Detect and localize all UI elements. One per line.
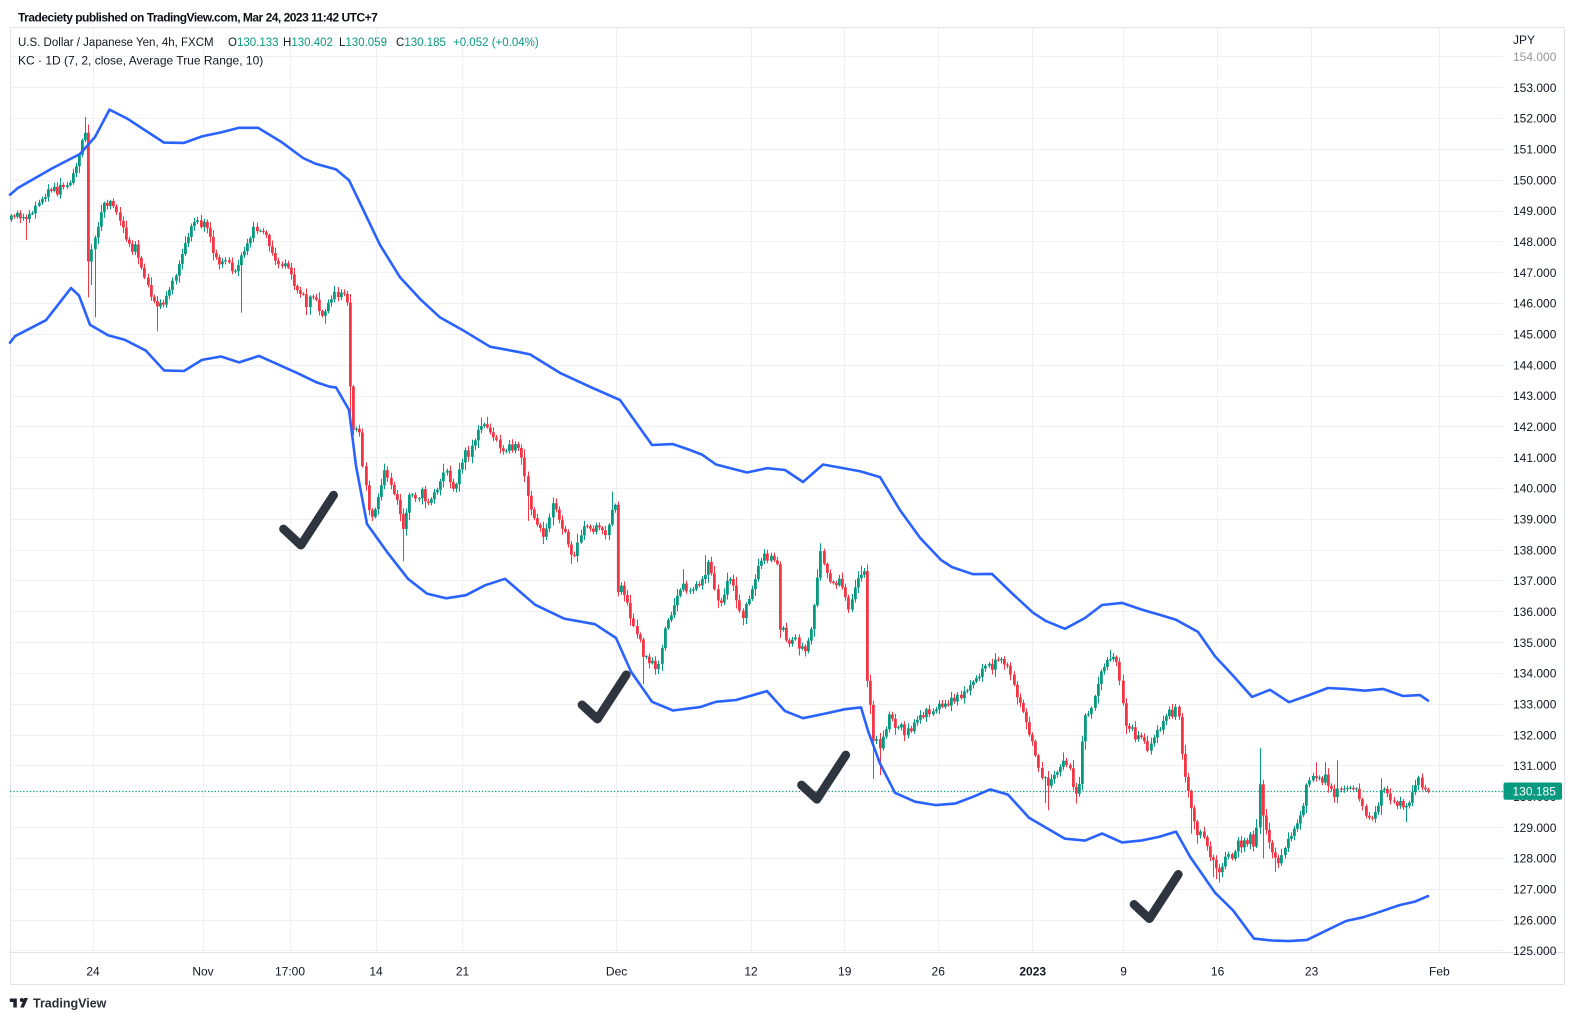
svg-text:152.000: 152.000	[1513, 112, 1557, 126]
svg-text:TradingView: TradingView	[33, 997, 107, 1011]
svg-text:19: 19	[838, 965, 852, 979]
svg-text:9: 9	[1120, 965, 1127, 979]
svg-text:135.000: 135.000	[1513, 636, 1557, 650]
svg-text:145.000: 145.000	[1513, 328, 1557, 342]
svg-text:Feb: Feb	[1429, 965, 1450, 979]
svg-text:149.000: 149.000	[1513, 204, 1557, 218]
svg-text:150.000: 150.000	[1513, 173, 1557, 187]
svg-text:140.000: 140.000	[1513, 482, 1557, 496]
svg-text:O130.133: O130.133	[228, 37, 279, 49]
svg-text:126.000: 126.000	[1513, 913, 1557, 927]
svg-text:138.000: 138.000	[1513, 543, 1557, 557]
svg-text:154.000: 154.000	[1513, 50, 1557, 64]
svg-text:129.000: 129.000	[1513, 821, 1557, 835]
svg-text:151.000: 151.000	[1513, 143, 1557, 157]
svg-text:H130.402: H130.402	[283, 37, 333, 49]
svg-text:Dec: Dec	[606, 965, 627, 979]
svg-text:KC · 1D (7, 2, close, Average: KC · 1D (7, 2, close, Average True Range…	[18, 54, 263, 68]
svg-text:C130.185: C130.185	[396, 37, 446, 49]
svg-text:16: 16	[1211, 965, 1225, 979]
svg-text:+0.052 (+0.04%): +0.052 (+0.04%)	[453, 37, 539, 49]
svg-text:L130.059: L130.059	[339, 37, 387, 49]
svg-text:127.000: 127.000	[1513, 883, 1557, 897]
svg-text:17:00: 17:00	[275, 965, 305, 979]
svg-text:125.000: 125.000	[1513, 944, 1557, 958]
svg-text:JPY: JPY	[1513, 33, 1535, 47]
svg-text:134.000: 134.000	[1513, 667, 1557, 681]
svg-text:153.000: 153.000	[1513, 81, 1557, 95]
svg-text:Tradeciety published on Tradin: Tradeciety published on TradingView.com,…	[18, 11, 378, 25]
svg-text:132.000: 132.000	[1513, 728, 1557, 742]
svg-text:147.000: 147.000	[1513, 266, 1557, 280]
svg-text:24: 24	[86, 965, 100, 979]
svg-text:2023: 2023	[1019, 965, 1046, 979]
svg-text:133.000: 133.000	[1513, 698, 1557, 712]
svg-text:136.000: 136.000	[1513, 605, 1557, 619]
svg-text:23: 23	[1305, 965, 1319, 979]
svg-text:148.000: 148.000	[1513, 235, 1557, 249]
svg-text:137.000: 137.000	[1513, 574, 1557, 588]
svg-text:21: 21	[456, 965, 470, 979]
svg-text:12: 12	[744, 965, 758, 979]
svg-text:143.000: 143.000	[1513, 389, 1557, 403]
svg-text:130.185: 130.185	[1513, 784, 1557, 798]
svg-text:144.000: 144.000	[1513, 358, 1557, 372]
svg-text:139.000: 139.000	[1513, 513, 1557, 527]
svg-text:146.000: 146.000	[1513, 297, 1557, 311]
svg-text:128.000: 128.000	[1513, 852, 1557, 866]
svg-text:141.000: 141.000	[1513, 451, 1557, 465]
svg-text:14: 14	[369, 965, 383, 979]
svg-text:142.000: 142.000	[1513, 420, 1557, 434]
svg-text:Nov: Nov	[192, 965, 213, 979]
svg-text:131.000: 131.000	[1513, 759, 1557, 773]
svg-text:26: 26	[932, 965, 946, 979]
svg-text:U.S. Dollar / Japanese Yen, 4h: U.S. Dollar / Japanese Yen, 4h, FXCM	[18, 37, 214, 49]
